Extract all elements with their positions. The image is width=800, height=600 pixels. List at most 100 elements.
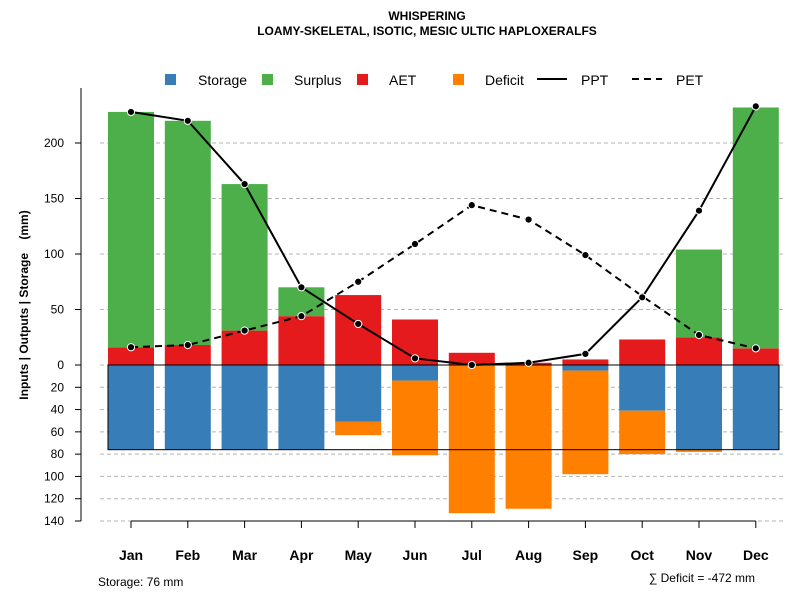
ppt-point-aug	[524, 358, 533, 367]
ppt-point-mar	[240, 179, 249, 189]
deficit-bar-oct	[619, 410, 666, 455]
storage-bar-apr	[278, 365, 325, 450]
aet-bar-sep	[562, 359, 609, 365]
footer-storage: Storage: 76 mm	[98, 575, 183, 589]
deficit-bar-jul	[448, 365, 495, 514]
y-tick-label-neg-40: 40	[51, 403, 65, 417]
x-tick-label-oct: Oct	[631, 547, 655, 563]
pet-point-mar	[240, 326, 249, 335]
y-tick-label-0: 0	[57, 358, 64, 372]
y-tick-label-neg-100: 100	[44, 469, 64, 483]
surplus-bar-dec	[732, 107, 779, 349]
aet-bar-jan	[108, 347, 154, 365]
ppt-point-jul	[467, 360, 476, 370]
deficit-bar-aug	[505, 365, 552, 509]
aet-bar-nov	[676, 337, 722, 365]
storage-bar-oct	[619, 365, 666, 411]
surplus-bar-nov	[676, 249, 722, 338]
aet-bar-mar	[221, 330, 268, 365]
surplus-bar-feb	[164, 120, 211, 346]
axes: 0 50 100 150 200 20 40 60 80 100 120 140 Jan Feb Mar Ap…	[44, 88, 769, 563]
pet-point-jun	[410, 239, 420, 249]
ppt-line	[130, 105, 757, 367]
ppt-point-jan	[126, 107, 136, 117]
x-tick-label-aug: Aug	[515, 547, 542, 563]
ppt-point-nov	[694, 206, 704, 215]
aet-bar-may	[335, 295, 382, 365]
pet-point-jan	[126, 343, 136, 352]
pet-point-sep	[581, 251, 590, 260]
ppt-point-dec	[751, 102, 760, 111]
x-tick-label-dec: Dec	[743, 547, 769, 563]
surplus-bar-jan	[108, 111, 154, 348]
y-tick-label-200: 200	[44, 136, 64, 150]
pet-point-may	[354, 277, 363, 286]
pet-point-aug	[524, 215, 533, 224]
deficit-bar-may	[335, 421, 382, 436]
y-tick-label-neg-60: 60	[51, 425, 65, 439]
pet-point-jul	[467, 201, 476, 210]
deficit-bar-sep	[562, 370, 609, 475]
lines	[126, 102, 760, 370]
legend-surplus-swatch	[262, 74, 273, 85]
aet-bar-feb	[164, 345, 211, 365]
legend-aet-label: AET	[389, 72, 417, 88]
aet-bar-dec	[732, 348, 779, 365]
y-tick-label-150: 150	[44, 192, 64, 206]
y-tick-label-neg-20: 20	[51, 380, 65, 394]
pet-point-dec	[751, 344, 760, 353]
x-tick-label-mar: Mar	[232, 547, 257, 563]
ppt-point-apr	[297, 283, 306, 292]
x-tick-label-jan: Jan	[119, 547, 143, 563]
ppt-point-may	[354, 319, 363, 329]
deficit-bar-nov	[676, 449, 722, 452]
y-axis-label: Inputs | Outputs | Storage (mm)	[17, 210, 31, 399]
legend: Storage Surplus AET Deficit PPT PET	[165, 72, 704, 88]
storage-bar-may	[335, 365, 382, 422]
y-tick-label-neg-140: 140	[44, 514, 64, 528]
x-tick-label-nov: Nov	[686, 547, 713, 563]
y-tick-label-neg-120: 120	[44, 492, 64, 506]
storage-bar-feb	[164, 365, 211, 450]
x-tick-label-apr: Apr	[289, 547, 314, 563]
ppt-point-jun	[410, 354, 420, 363]
legend-storage-swatch	[165, 74, 176, 85]
y-tick-label-neg-80: 80	[51, 447, 65, 461]
footer-deficit: ∑ Deficit = -472 mm	[649, 571, 755, 585]
ppt-point-sep	[581, 349, 590, 358]
aet-bar-jul	[448, 352, 495, 365]
surplus-bar-mar	[221, 184, 268, 331]
storage-bar-mar	[221, 365, 268, 450]
chart-title: WHISPERING	[388, 9, 465, 23]
ppt-point-oct	[638, 293, 647, 302]
x-tick-label-jul: Jul	[462, 547, 482, 563]
legend-deficit-label: Deficit	[485, 72, 524, 88]
legend-surplus-label: Surplus	[294, 72, 341, 88]
ppt-point-feb	[183, 116, 192, 125]
storage-bar-sep	[562, 365, 609, 371]
pet-point-feb	[183, 340, 192, 350]
legend-storage-label: Storage	[198, 72, 247, 88]
storage-bar-dec	[732, 365, 779, 450]
surplus-bar-apr	[278, 287, 325, 317]
bars	[108, 107, 779, 514]
x-tick-label-sep: Sep	[573, 547, 599, 563]
y-tick-label-100: 100	[44, 247, 64, 261]
chart-subtitle: LOAMY-SKELETAL, ISOTIC, MESIC ULTIC HAPL…	[257, 24, 597, 38]
x-tick-label-may: May	[345, 547, 372, 563]
storage-capacity-frame	[107, 364, 780, 451]
x-tick-label-jun: Jun	[403, 547, 428, 563]
pet-point-apr	[297, 312, 306, 321]
storage-bar-nov	[676, 365, 722, 450]
deficit-bar-jun	[392, 380, 438, 456]
y-tick-label-50: 50	[51, 303, 65, 317]
legend-aet-swatch	[357, 74, 368, 85]
aet-bar-apr	[278, 316, 325, 365]
storage-bar-jan	[108, 365, 154, 450]
legend-deficit-swatch	[453, 74, 464, 85]
aet-bar-oct	[619, 339, 666, 365]
x-tick-label-feb: Feb	[175, 547, 200, 563]
pet-point-nov	[694, 330, 704, 340]
legend-pet-label: PET	[676, 72, 704, 88]
